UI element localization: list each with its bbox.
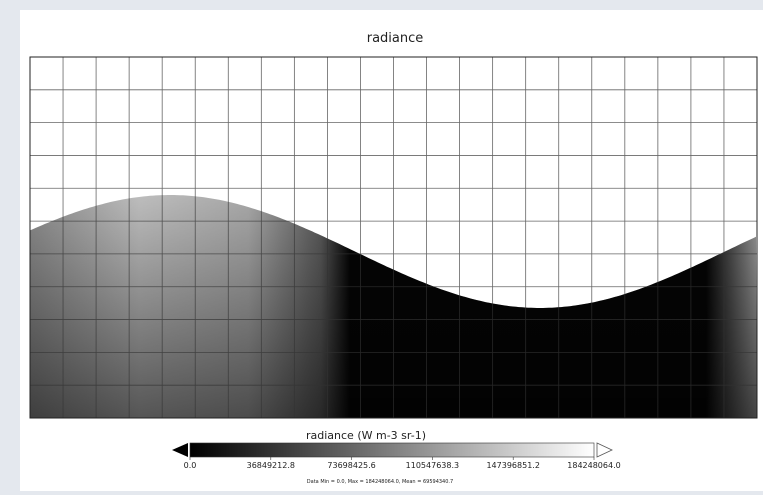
colorbar-min-arrow [172,443,188,457]
title: radiance [367,31,424,46]
colorbar-tick-label: 73698425.6 [327,461,375,470]
colorbar-tick-label: 184248064.0 [567,461,620,470]
colorbar [189,442,595,458]
colorbar-ticks: 0.0 36849212.8 73698425.6 110547638.3 147396… [184,457,621,470]
colorbar-label: radiance (W m-3 sr-1) [306,429,426,442]
map [29,56,758,419]
colorbar-tick-label: 36849212.8 [247,461,295,470]
colorbar-max-arrow [596,442,613,458]
colorbar-tick-label: 147396851.2 [486,461,539,470]
grid [30,57,757,418]
colorbar-tick-label: 110547638.3 [406,461,459,470]
colorbar-tick-label: 0.0 [184,461,197,470]
plot-frame [29,56,758,419]
footer: Data Min = 0.0, Max = 184248064.0, Mean … [307,479,453,485]
